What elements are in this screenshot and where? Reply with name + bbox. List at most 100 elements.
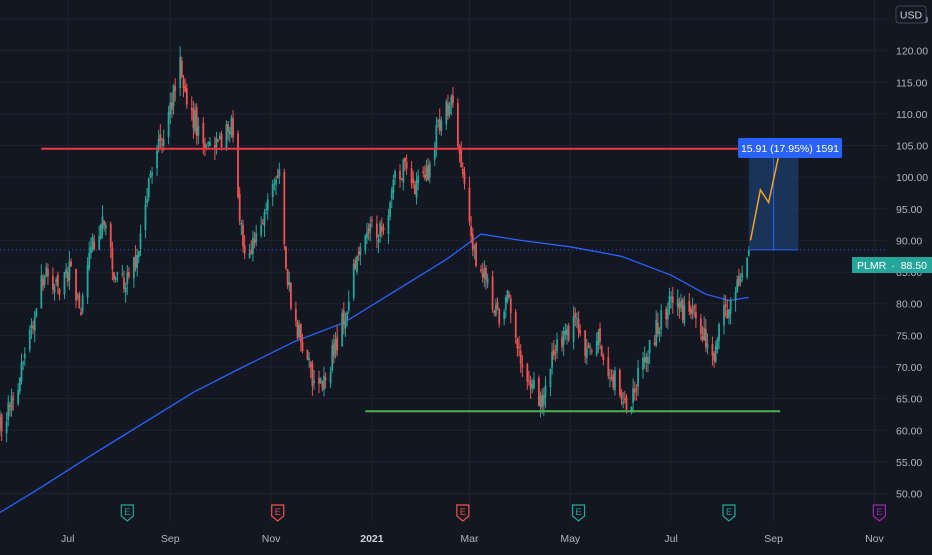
projection-path[interactable] [749,148,781,241]
candle-body[interactable] [159,134,162,141]
candle-body[interactable] [437,120,439,122]
candle-body[interactable] [144,204,147,230]
candle-body[interactable] [670,296,673,298]
candle-body[interactable] [169,102,172,115]
candle-body[interactable] [346,312,349,320]
candle-body[interactable] [157,138,160,150]
candle-body[interactable] [75,269,77,301]
candle-body[interactable] [101,216,104,229]
candle-body[interactable] [296,321,299,339]
candle-body[interactable] [516,339,519,349]
candle-body[interactable] [35,308,38,318]
candle-body[interactable] [549,368,552,388]
candle-body[interactable] [620,392,623,400]
candle-body[interactable] [252,237,254,255]
candle-body[interactable] [288,281,291,286]
candle-body[interactable] [197,125,200,136]
candle-body[interactable] [666,308,669,320]
candle-body[interactable] [78,294,81,309]
candle-body[interactable] [42,278,44,287]
candle-body[interactable] [422,171,425,173]
candle-body[interactable] [427,165,430,180]
candle-body[interactable] [413,184,416,195]
candle-body[interactable] [726,310,729,319]
candle-body[interactable] [630,406,633,412]
candle-body[interactable] [99,224,102,240]
candle-body[interactable] [695,312,697,319]
candle-body[interactable] [572,316,575,342]
candle-body[interactable] [711,344,714,356]
currency-button[interactable]: USD [895,5,927,24]
candle-body[interactable] [344,321,347,329]
candle-body[interactable] [149,173,152,178]
candle-body[interactable] [680,301,682,309]
candle-body[interactable] [655,319,658,346]
candle-body[interactable] [435,125,438,149]
candle-body[interactable] [518,346,520,349]
candle-body[interactable] [182,79,185,88]
candle-body[interactable] [736,279,739,293]
candle-body[interactable] [116,272,119,275]
candle-body[interactable] [136,254,139,269]
candle-body[interactable] [676,299,679,307]
candle-body[interactable] [542,395,545,405]
candle-body[interactable] [602,355,605,360]
candle-body[interactable] [584,330,587,356]
candle-body[interactable] [114,277,117,280]
candle-body[interactable] [610,378,613,380]
candle-body[interactable] [113,272,115,280]
candle-body[interactable] [747,249,750,256]
candle-body[interactable] [528,380,530,382]
candle-body[interactable] [734,291,737,301]
candle-body[interactable] [402,159,405,183]
candle-body[interactable] [194,110,196,132]
candle-body[interactable] [238,193,241,221]
candle-body[interactable] [367,228,370,234]
candle-body[interactable] [635,388,638,390]
candle-body[interactable] [704,329,707,347]
candle-body[interactable] [63,272,66,295]
candle-body[interactable] [111,247,114,270]
candle-body[interactable] [683,304,686,324]
earnings-marker[interactable]: E [722,504,736,522]
candle-body[interactable] [207,141,210,144]
candle-body[interactable] [468,187,471,222]
candle-body[interactable] [230,117,233,135]
candle-body[interactable] [461,168,464,174]
earnings-marker[interactable]: E [271,504,285,522]
candle-body[interactable] [660,310,663,330]
candle-body[interactable] [491,276,494,310]
candle-body[interactable] [283,171,286,245]
candle-body[interactable] [460,150,463,168]
candle-body[interactable] [109,223,112,248]
candle-body[interactable] [458,146,461,154]
candle-body[interactable] [167,112,170,137]
candle-body[interactable] [564,331,567,335]
candle-body[interactable] [475,243,477,266]
candle-body[interactable] [371,219,373,221]
candle-body[interactable] [653,342,656,345]
candle-body[interactable] [286,269,289,285]
candle-body[interactable] [240,222,243,225]
candle-body[interactable] [585,347,588,358]
candle-body[interactable] [311,364,314,386]
candle-body[interactable] [625,396,628,410]
candle-body[interactable] [729,300,732,314]
candle-body[interactable] [0,417,1,429]
candle-body[interactable] [554,352,557,354]
candle-body[interactable] [737,275,740,286]
candle-body[interactable] [261,223,264,225]
candle-body[interactable] [55,278,58,283]
candle-body[interactable] [463,172,466,184]
candle-body[interactable] [356,255,358,272]
candle-body[interactable] [232,118,234,138]
candle-body[interactable] [438,119,441,132]
candle-body[interactable] [266,199,269,210]
candle-body[interactable] [128,272,130,277]
candle-body[interactable] [632,388,634,403]
candle-body[interactable] [185,88,188,105]
candle-body[interactable] [81,295,84,312]
candle-body[interactable] [440,120,443,131]
candle-body[interactable] [313,380,315,383]
candle-body[interactable] [633,388,636,393]
